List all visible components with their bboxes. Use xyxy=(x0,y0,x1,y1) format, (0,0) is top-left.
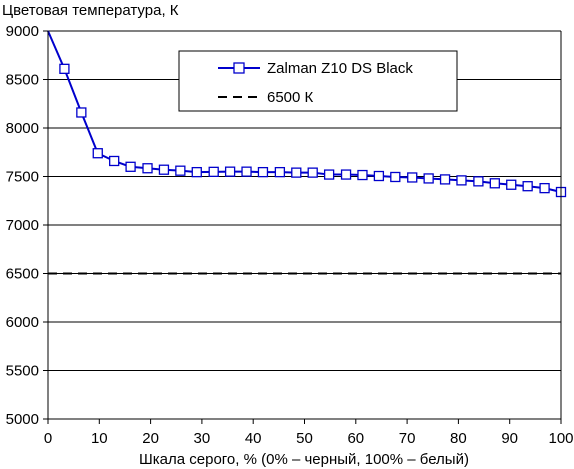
main-series xyxy=(47,30,567,198)
data-point xyxy=(390,171,401,183)
y-tick-label: 5000 xyxy=(6,411,39,428)
x-tick-label: 30 xyxy=(194,430,211,447)
data-point xyxy=(291,167,302,178)
x-tick-label: 70 xyxy=(399,430,416,447)
x-tick-label: 50 xyxy=(296,430,313,447)
data-point xyxy=(76,107,87,118)
data-point xyxy=(539,182,550,194)
data-point xyxy=(142,163,153,174)
data-point xyxy=(407,172,418,183)
x-tick-label: 90 xyxy=(501,430,518,447)
x-tick-label: 40 xyxy=(245,430,262,447)
x-axis-label: Шкала серого, % (0% – черный, 100% – бел… xyxy=(139,451,469,468)
y-tick-label: 8500 xyxy=(6,72,39,89)
x-tick-label: 10 xyxy=(91,430,108,447)
data-point xyxy=(257,166,269,178)
legend-marker-series-1 xyxy=(233,62,245,74)
data-point xyxy=(439,174,451,185)
x-tick-label: 60 xyxy=(347,430,364,447)
y-tick-label: 5500 xyxy=(6,363,39,380)
y-axis-label: Цветовая температура, К xyxy=(2,2,179,19)
x-tick-label: 0 xyxy=(44,430,52,447)
y-tick-labels: 5000 5500 6000 6500 7000 7500 8000 8500 9000 xyxy=(6,23,39,428)
data-point xyxy=(158,164,170,175)
data-point xyxy=(323,169,335,180)
data-point xyxy=(489,178,500,189)
x-tick-label: 80 xyxy=(450,430,467,447)
axes xyxy=(47,31,562,424)
y-tick-label: 8000 xyxy=(6,120,39,137)
y-tick-label: 6500 xyxy=(6,266,39,283)
data-point xyxy=(109,155,120,167)
data-point xyxy=(307,167,318,178)
data-point xyxy=(191,166,202,178)
data-point xyxy=(224,166,236,177)
data-point xyxy=(522,181,533,192)
data-point xyxy=(274,166,286,178)
data-point xyxy=(456,175,467,186)
legend: Zalman Z10 DS Black 6500 К xyxy=(178,50,458,112)
data-point xyxy=(506,179,517,190)
data-point xyxy=(92,148,103,159)
data-point xyxy=(125,161,136,172)
data-point xyxy=(340,169,352,180)
data-point xyxy=(423,173,434,184)
data-point xyxy=(175,165,186,176)
x-tick-label: 20 xyxy=(142,430,159,447)
data-point xyxy=(373,170,385,182)
y-tick-label: 7500 xyxy=(6,169,39,186)
y-tick-label: 7000 xyxy=(6,217,39,234)
legend-label-series-1: Zalman Z10 DS Black xyxy=(267,60,413,77)
y-tick-label: 9000 xyxy=(6,23,39,40)
data-point xyxy=(59,63,70,74)
data-point xyxy=(241,166,252,177)
legend-box xyxy=(178,50,458,112)
x-tick-labels: 0 10 20 30 40 50 60 70 80 90 100 xyxy=(44,430,574,447)
y-tick-label: 6000 xyxy=(6,314,39,331)
data-point xyxy=(357,169,368,181)
legend-label-series-2: 6500 К xyxy=(267,89,314,106)
data-point xyxy=(208,166,219,177)
x-tick-label: 100 xyxy=(548,430,573,447)
data-point xyxy=(473,176,484,187)
